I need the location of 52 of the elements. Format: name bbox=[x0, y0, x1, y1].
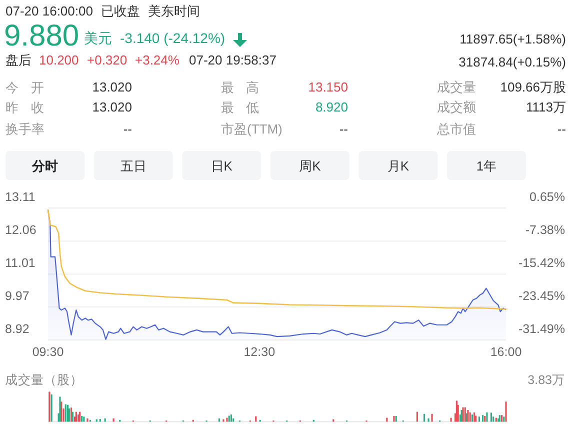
text: 10.200 bbox=[39, 52, 79, 68]
text: 昨收 bbox=[6, 100, 44, 114]
tab-button[interactable]: 分时 bbox=[6, 151, 84, 180]
text: 9.880 bbox=[4, 20, 80, 52]
text: 美东时间 bbox=[148, 4, 200, 18]
tab-button[interactable]: 日K bbox=[182, 151, 262, 180]
text: -- bbox=[339, 122, 348, 136]
text: 换手率 bbox=[6, 122, 44, 136]
text: -- bbox=[123, 122, 132, 136]
x-tick-label: 16:00 bbox=[490, 345, 522, 359]
text: 13.020 bbox=[92, 100, 132, 114]
text: +0.320 bbox=[87, 52, 128, 68]
text: 最高 bbox=[221, 80, 259, 94]
y2-tick-label: -23.45% bbox=[518, 288, 565, 303]
text: 07-20 19:58:37 bbox=[189, 52, 276, 68]
text: -- bbox=[557, 122, 566, 136]
text: 成交量 bbox=[437, 80, 476, 94]
text: 盘后 bbox=[6, 52, 32, 68]
y2-tick-label: -7.38% bbox=[525, 222, 565, 237]
text: 美元 bbox=[84, 30, 112, 46]
text: 07-20 16:00:00 bbox=[6, 4, 93, 18]
y-axis-title: 成交量（股） bbox=[5, 372, 83, 387]
y-tick-label: 13.11 bbox=[5, 190, 36, 204]
text: 总市值 bbox=[436, 122, 476, 136]
tab-button[interactable]: 1年 bbox=[447, 151, 526, 180]
text: 13.150 bbox=[308, 80, 348, 94]
text: 8.920 bbox=[315, 100, 348, 114]
y2-tick-label: 0.65% bbox=[530, 190, 565, 204]
text: 成交额 bbox=[437, 100, 476, 114]
tab-button[interactable]: 周K bbox=[270, 151, 350, 180]
text: 市盈(TTM) bbox=[221, 122, 282, 136]
y-tick-label: 9.97 bbox=[5, 288, 30, 303]
tab-button[interactable]: 五日 bbox=[94, 151, 173, 180]
text: 今开 bbox=[6, 80, 44, 94]
text: 13.020 bbox=[92, 80, 132, 94]
text: 最低 bbox=[221, 100, 259, 114]
text: 已收盘 bbox=[101, 4, 140, 18]
text: 109.66万股 bbox=[500, 80, 566, 94]
text: +3.24% bbox=[135, 52, 180, 68]
x-tick-label: 12:30 bbox=[244, 345, 276, 359]
tab-button[interactable]: 月K bbox=[358, 151, 438, 180]
x-tick-label: 09:30 bbox=[32, 345, 64, 359]
y-tick-label: 8.92 bbox=[5, 322, 30, 336]
text: 11897.65(+1.58%) bbox=[460, 32, 566, 46]
text: 31874.84(+0.15%) bbox=[458, 54, 566, 70]
y-tick-label: 12.06 bbox=[5, 223, 36, 238]
y2-tick-label: -31.49% bbox=[518, 322, 565, 336]
y2-tick-label: -15.42% bbox=[518, 256, 565, 270]
text: 3.83万 bbox=[528, 373, 565, 387]
text: -3.140 (-24.12%) bbox=[120, 30, 226, 46]
text: 1113万 bbox=[526, 100, 566, 114]
y-tick-label: 11.01 bbox=[5, 256, 36, 270]
